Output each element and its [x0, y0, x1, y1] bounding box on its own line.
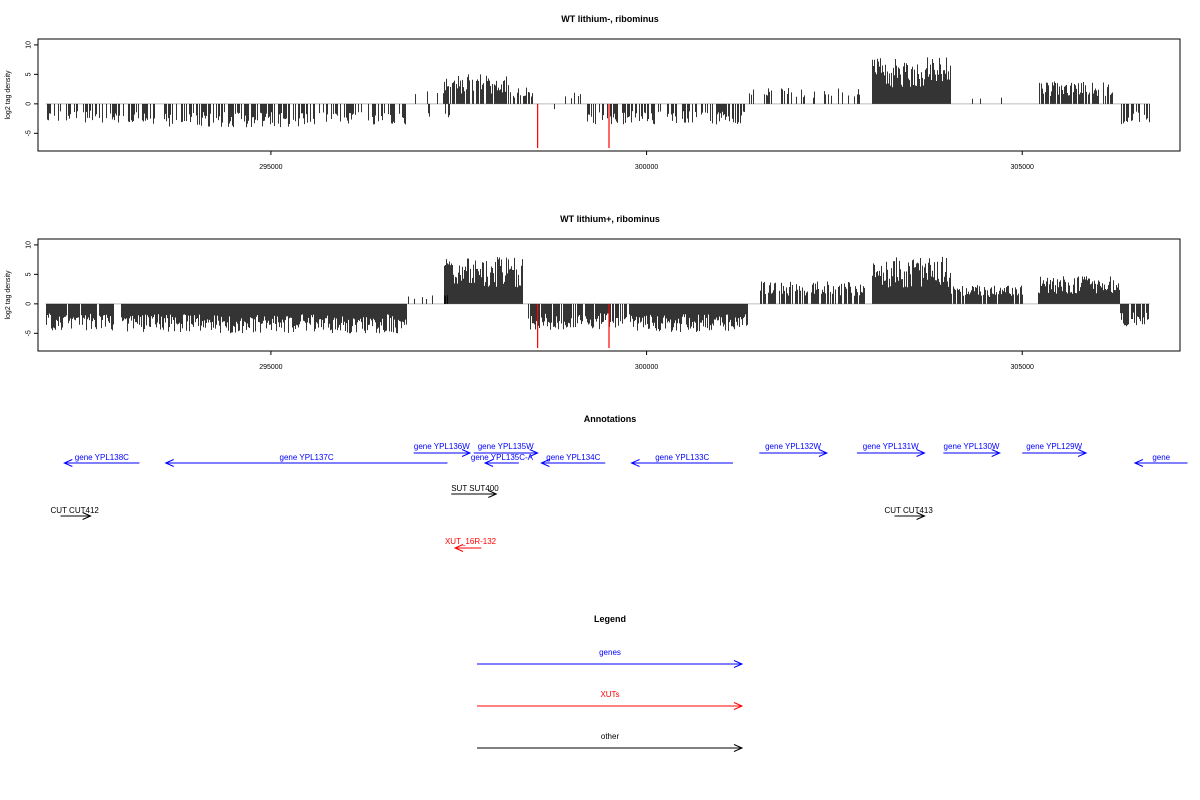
annotation-feature: gene YPL137C	[164, 453, 448, 467]
panel-lithium-plus: WT lithium+, ribominus log2 tag density …	[5, 214, 1181, 371]
feature-label: gene YPL131W	[863, 442, 919, 451]
legend-item: genes	[477, 648, 744, 668]
plot-frame	[37, 238, 1181, 352]
bars-group	[45, 256, 1150, 349]
bars-group	[45, 57, 1150, 149]
arrow-head	[818, 449, 829, 457]
feature-label: CUT CUT413	[885, 506, 934, 515]
feature-label: XUT_16R-132	[445, 537, 497, 546]
y-tick-label: -5	[26, 330, 33, 336]
annotation-feature: gene YPL135C-A	[471, 453, 534, 467]
legend-items: genes XUTs other	[477, 648, 744, 752]
arrow-head	[733, 660, 744, 668]
arrow-head	[1133, 459, 1144, 467]
feature-label: gene YPL136W	[414, 442, 470, 451]
y-tick-label: -5	[26, 130, 33, 136]
annotation-feature: CUT CUT412	[51, 506, 100, 520]
annotation-feature: gene YPL138C	[63, 453, 140, 467]
feature-label: gene YPL135C-A	[471, 453, 534, 462]
arrow-head	[164, 459, 174, 467]
feature-label: gene YPL135W	[478, 442, 534, 451]
arrow-head	[483, 459, 494, 467]
panel-title: WT lithium-, ribominus	[561, 14, 659, 24]
y-tick-label: 10	[26, 41, 33, 49]
arrow-head	[733, 702, 744, 710]
annotation-feature: gene YPL129W	[1022, 442, 1088, 457]
axes-group: -5 0 5 10 295000 300000 305000	[26, 238, 1181, 371]
panel-title: WT lithium+, ribominus	[560, 214, 660, 224]
feature-label: SUT SUT400	[451, 484, 499, 493]
annotation-feature: SUT SUT400	[451, 484, 499, 498]
legend-label: other	[601, 732, 620, 741]
feature-label: gene	[1152, 453, 1170, 462]
annotation-feature: gene	[1133, 453, 1188, 467]
x-tick-label: 295000	[259, 364, 282, 371]
arrow-head	[461, 449, 472, 457]
arrow-head	[916, 449, 926, 457]
plot-frame	[37, 38, 1181, 152]
legend-title: Legend	[594, 614, 626, 624]
annotations-track: Annotations gene YPL138C gene YPL137C gene…	[51, 414, 1188, 552]
annotation-feature: gene YPL133C	[630, 453, 733, 467]
annotation-feature: CUT CUT413	[885, 506, 934, 520]
x-tick-label: 295000	[259, 164, 282, 171]
feature-label: gene YPL138C	[75, 453, 129, 462]
annotation-feature: gene YPL130W	[943, 442, 1001, 457]
x-tick-label: 305000	[1011, 364, 1034, 371]
arrow-head	[1077, 449, 1088, 457]
y-axis-label: log2 tag density	[5, 70, 12, 120]
x-tick-label: 305000	[1011, 164, 1034, 171]
y-tick-label: 0	[26, 102, 33, 106]
feature-label: CUT CUT412	[51, 506, 100, 515]
annotation-feature: XUT_16R-132	[445, 537, 497, 552]
feature-label: gene YPL133C	[655, 453, 709, 462]
arrow-head	[488, 490, 498, 498]
legend-label: XUTs	[600, 690, 619, 699]
y-tick-label: 5	[26, 272, 33, 276]
arrow-head	[63, 459, 73, 467]
feature-label: gene YPL132W	[765, 442, 821, 451]
annotation-feature: gene YPL134C	[540, 453, 606, 467]
arrow-head	[82, 512, 92, 520]
legend-item: XUTs	[477, 690, 744, 710]
arrow-head	[916, 512, 926, 520]
arrow-head	[733, 744, 744, 752]
y-tick-label: 0	[26, 302, 33, 306]
arrow-head	[991, 449, 1001, 457]
annotation-feature: gene YPL135W	[473, 442, 539, 457]
feature-label: gene YPL137C	[280, 453, 334, 462]
y-tick-label: 5	[26, 72, 33, 76]
annotation-feature: gene YPL132W	[759, 442, 829, 457]
panel-lithium-minus: WT lithium-, ribominus log2 tag density …	[5, 14, 1181, 171]
annotation-feature: gene YPL136W	[413, 442, 472, 457]
annotations-title: Annotations	[584, 414, 637, 424]
annotation-feature: gene YPL131W	[856, 442, 926, 457]
arrow-head	[453, 544, 464, 552]
x-tick-label: 300000	[635, 364, 658, 371]
x-tick-label: 300000	[635, 164, 658, 171]
arrow-head	[630, 459, 640, 467]
feature-label: gene YPL130W	[944, 442, 1000, 451]
arrow-head	[540, 459, 550, 467]
feature-label: gene YPL129W	[1026, 442, 1082, 451]
legend-label: genes	[599, 648, 621, 657]
axes-group: -5 0 5 10 295000 300000 305000	[26, 38, 1181, 171]
feature-label: gene YPL134C	[546, 453, 600, 462]
y-tick-label: 10	[26, 241, 33, 249]
legend: Legend genes XUTs other	[477, 614, 744, 752]
y-axis-label: log2 tag density	[5, 270, 12, 320]
legend-item: other	[477, 732, 744, 752]
arrow-head	[529, 449, 539, 457]
